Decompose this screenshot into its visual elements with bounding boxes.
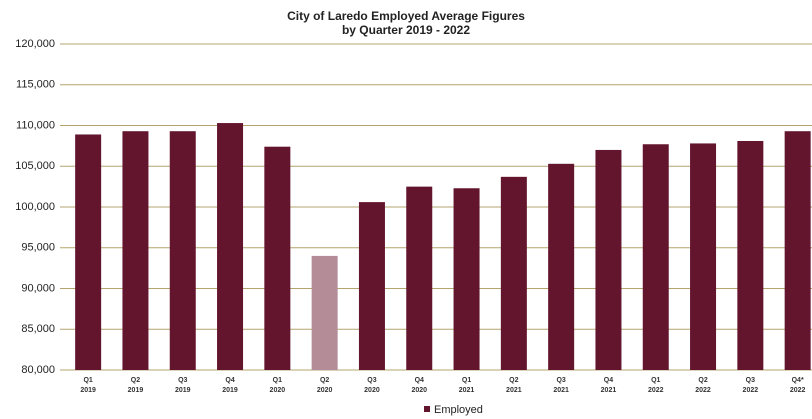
x-tick-label: 2021: [601, 387, 617, 394]
x-tick-label: Q1: [83, 377, 92, 384]
bar: [548, 163, 575, 370]
x-tick-label: 2020: [411, 387, 427, 394]
bar: [642, 144, 669, 370]
x-tick-label: 2022: [790, 387, 806, 394]
bar: [75, 134, 102, 370]
x-tick-label: Q2: [509, 377, 518, 384]
x-tick-label: 2022: [695, 387, 711, 394]
x-tick-label: 2022: [743, 387, 759, 394]
y-tick-label: 95,000: [21, 242, 55, 254]
x-tick-label: Q4*: [792, 377, 804, 384]
bar: [453, 188, 480, 370]
bar: [737, 140, 764, 370]
y-tick-label: 90,000: [21, 282, 55, 294]
x-tick-label: 2019: [80, 387, 96, 394]
x-tick-label: Q4: [225, 377, 234, 384]
bar: [595, 149, 622, 370]
y-tick-label: 100,000: [15, 201, 55, 213]
y-tick-label: 120,000: [15, 38, 55, 50]
x-tick-label: Q1: [462, 377, 471, 384]
x-tick-label: Q1: [651, 377, 660, 384]
bar: [122, 131, 149, 370]
x-tick-label: 2021: [506, 387, 522, 394]
x-tick-label: Q3: [178, 377, 187, 384]
bar: [169, 131, 196, 370]
y-tick-label: 115,000: [16, 79, 55, 91]
legend-swatch: [424, 406, 430, 412]
legend-label: Employed: [434, 404, 483, 416]
y-tick-label: 110,000: [16, 119, 55, 131]
x-tick-label: Q2: [698, 377, 707, 384]
x-tick-label: Q3: [556, 377, 565, 384]
x-tick-label: 2020: [317, 387, 333, 394]
x-tick-label: 2022: [648, 387, 664, 394]
bar: [406, 186, 433, 370]
x-tick-label: Q3: [746, 377, 755, 384]
x-tick-label: 2021: [553, 387, 569, 394]
y-tick-label: 105,000: [15, 160, 55, 172]
x-tick-label: Q3: [367, 377, 376, 384]
chart-subtitle: by Quarter 2019 - 2022: [342, 23, 470, 37]
bar: [500, 176, 527, 370]
bar: [264, 146, 291, 370]
bar: [358, 202, 385, 370]
x-tick-label: Q4: [415, 377, 424, 384]
y-tick-label: 85,000: [21, 323, 55, 335]
x-tick-label: Q2: [131, 377, 140, 384]
x-tick-label: 2020: [364, 387, 380, 394]
x-tick-label: 2019: [222, 387, 238, 394]
y-tick-label: 80,000: [21, 364, 55, 376]
chart-title: City of Laredo Employed Average Figures: [287, 9, 525, 23]
bar: [311, 255, 338, 370]
x-tick-label: 2019: [128, 387, 144, 394]
bar: [784, 131, 811, 370]
x-tick-label: Q2: [320, 377, 329, 384]
x-tick-label: 2020: [270, 387, 286, 394]
bar: [217, 123, 244, 371]
bar: [690, 143, 717, 370]
x-tick-label: Q4: [604, 377, 613, 384]
x-tick-label: 2021: [459, 387, 475, 394]
x-tick-label: Q1: [273, 377, 282, 384]
x-tick-label: 2019: [175, 387, 191, 394]
